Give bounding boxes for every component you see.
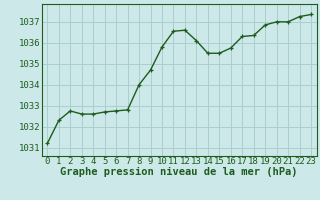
X-axis label: Graphe pression niveau de la mer (hPa): Graphe pression niveau de la mer (hPa)	[60, 167, 298, 177]
